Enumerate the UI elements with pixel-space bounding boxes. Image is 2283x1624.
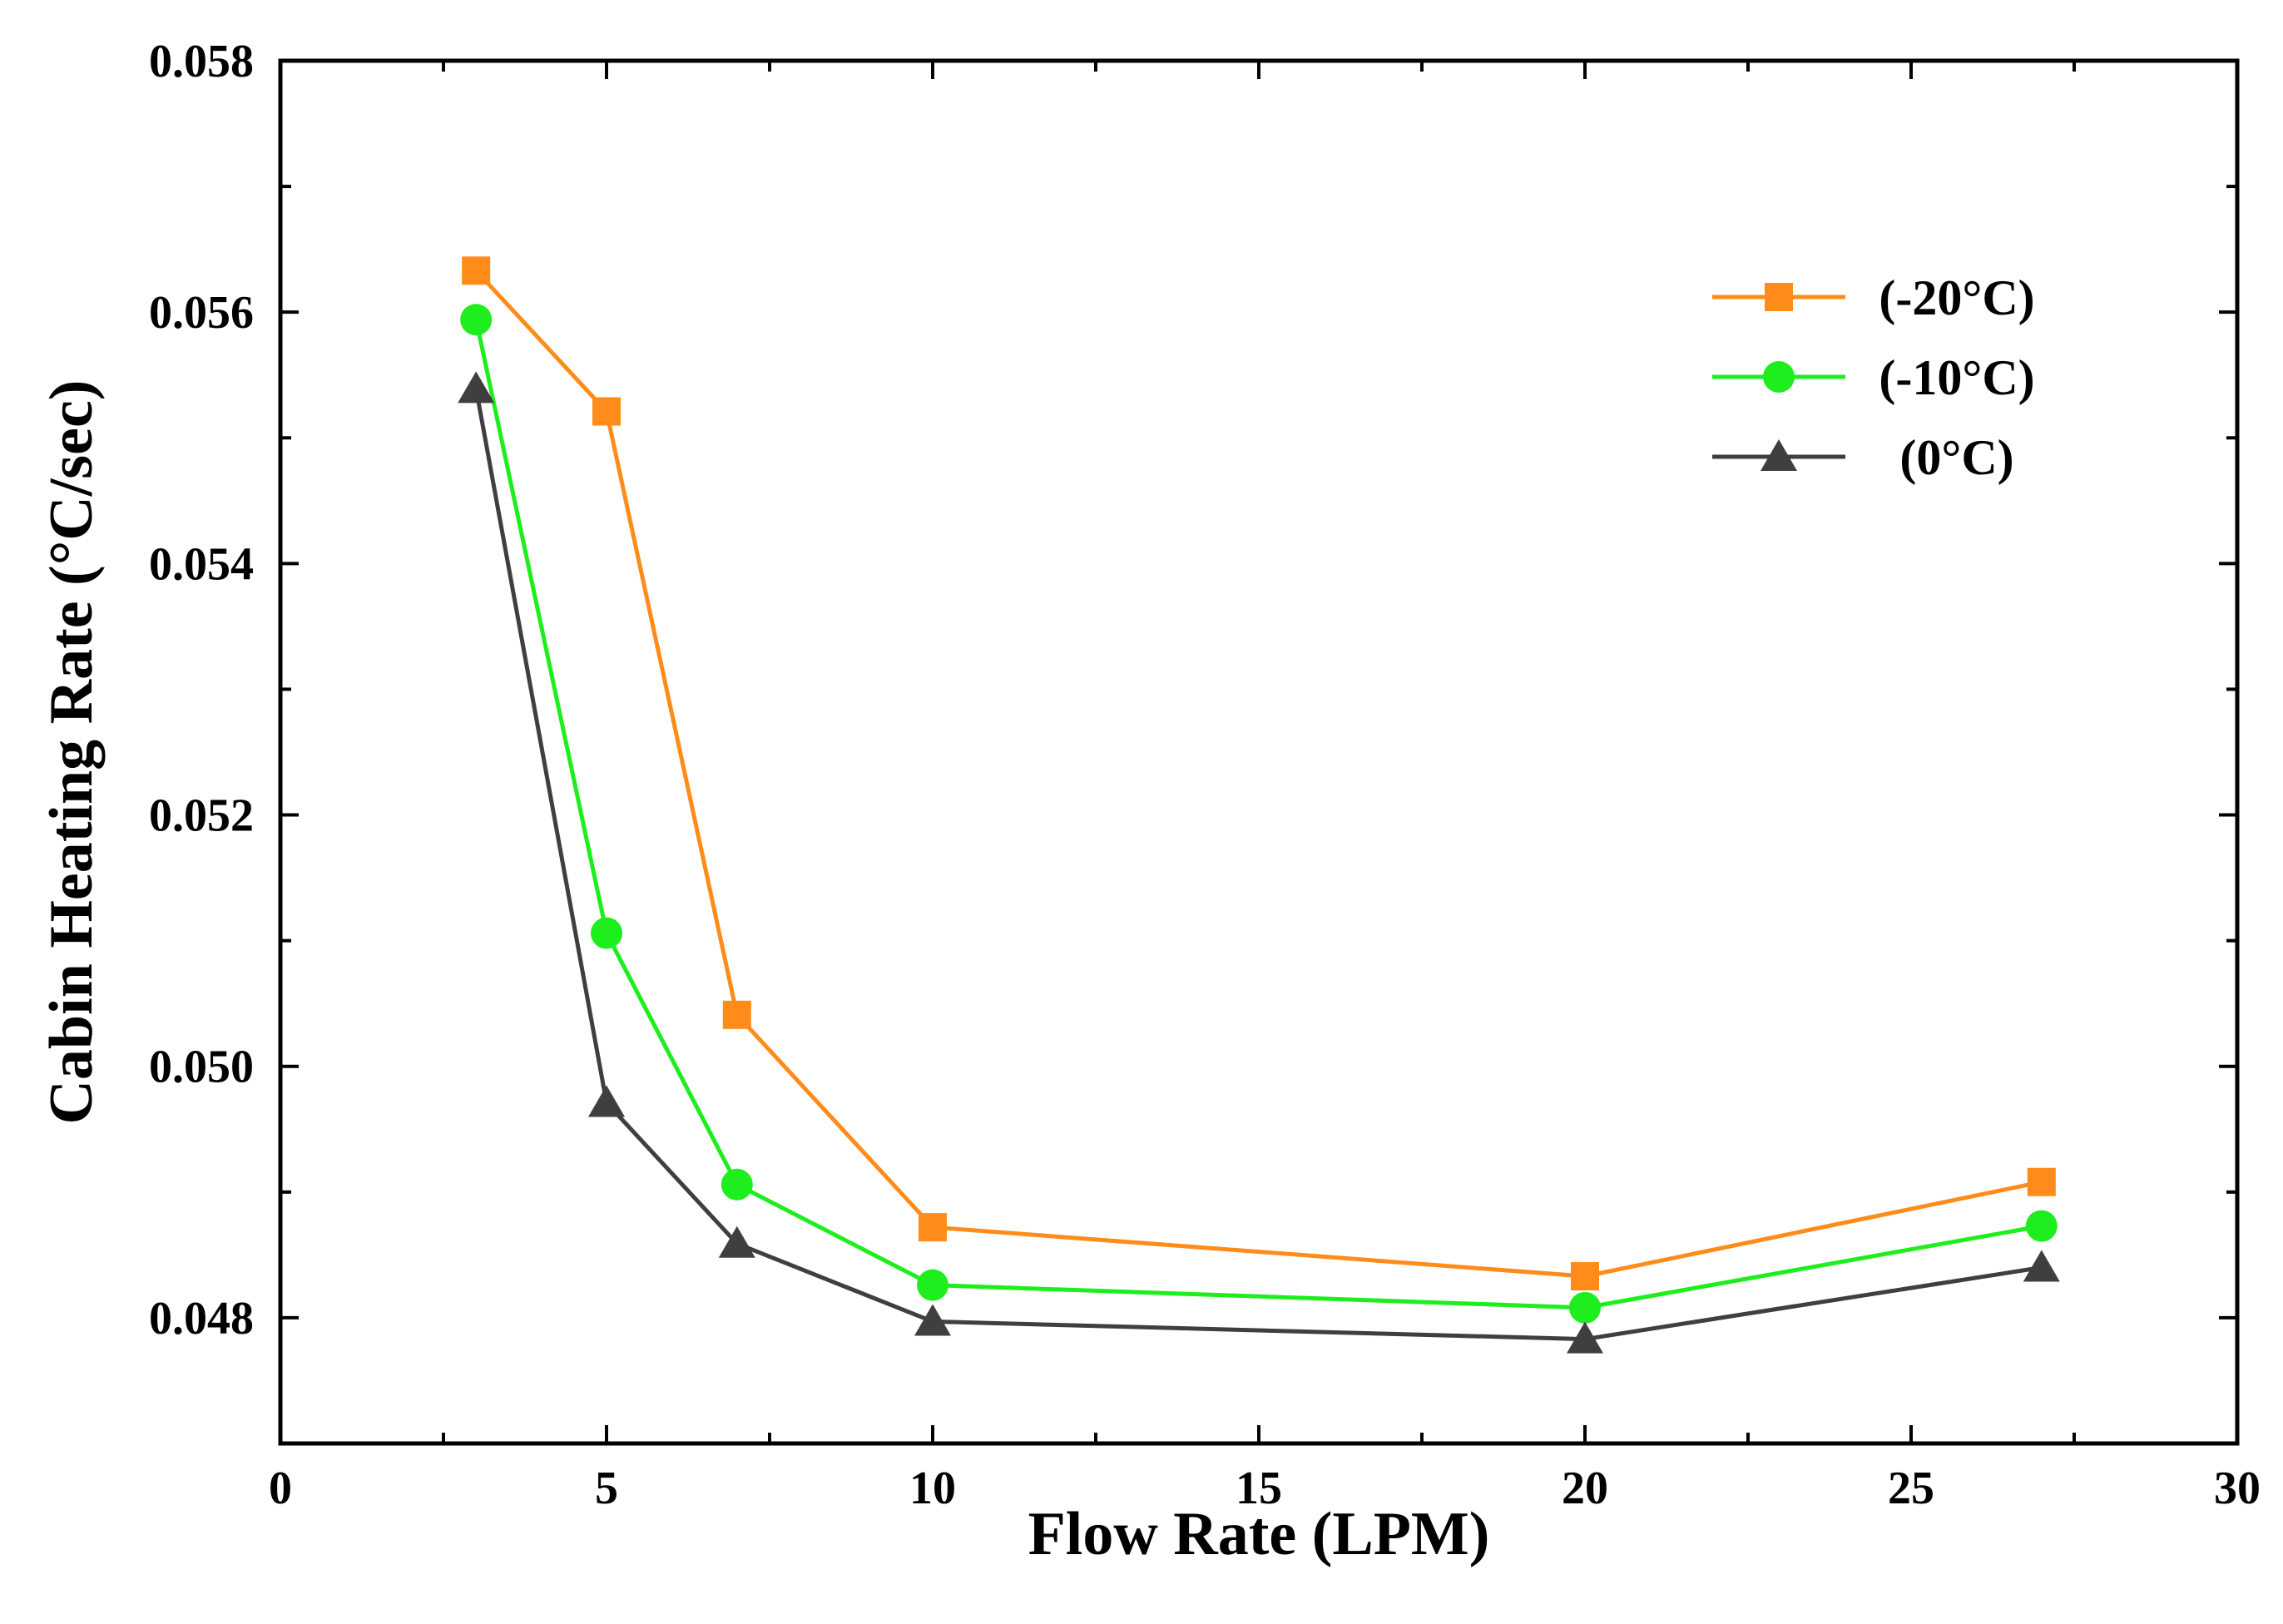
y-tick-label: 0.052: [149, 790, 254, 842]
data-point: [718, 1225, 755, 1258]
data-point: [2023, 1250, 2060, 1282]
y-tick-label: 0.048: [149, 1293, 254, 1344]
data-point: [721, 1168, 753, 1201]
legend-marker: [1763, 361, 1795, 393]
series-2: [460, 304, 2058, 1324]
series-line: [473, 388, 2043, 1342]
data-point: [592, 397, 621, 426]
series-line: [474, 269, 2043, 1279]
series-line: [473, 319, 2043, 1310]
data-point: [591, 917, 622, 949]
data-point: [1571, 1262, 1599, 1291]
x-tick-label: 20: [1562, 1463, 1608, 1514]
data-point: [460, 304, 493, 336]
y-tick-label: 0.054: [149, 538, 254, 590]
data-point: [919, 1213, 947, 1242]
x-tick-label: 5: [595, 1463, 618, 1514]
y-tick-label: 0.058: [149, 36, 254, 87]
y-axis-title: Cabin Heating Rate (°C/sec): [37, 380, 106, 1125]
data-point: [914, 1304, 951, 1336]
data-point: [722, 1000, 751, 1029]
data-point: [588, 1085, 625, 1117]
x-axis-title: Flow Rate (LPM): [1028, 1500, 1490, 1568]
legend-entry: (0°C): [1712, 430, 2014, 485]
x-tick-label: 25: [1888, 1463, 1934, 1514]
legend-marker: [1765, 283, 1793, 311]
data-point: [1567, 1321, 1603, 1354]
x-tick-label: 10: [909, 1463, 956, 1514]
data-point: [462, 256, 491, 285]
x-tick-label: 30: [2214, 1463, 2261, 1514]
legend: (-20°C) (-10°C) (0°C): [1712, 270, 2035, 485]
series-1: [462, 256, 2056, 1291]
legend-label: (0°C): [1899, 430, 2013, 485]
series-3: [458, 371, 2060, 1354]
data-point: [2027, 1167, 2056, 1196]
legend-marker: [1761, 439, 1797, 471]
legend-label: (-20°C): [1879, 270, 2034, 325]
x-tick-label: 15: [1236, 1463, 1282, 1514]
data-point: [1569, 1291, 1601, 1324]
data-point: [2025, 1210, 2058, 1242]
y-tick-label: 0.050: [149, 1042, 254, 1093]
data-point: [458, 371, 495, 404]
x-tick-label: 0: [269, 1463, 292, 1514]
y-tick-label: 0.056: [149, 287, 254, 339]
legend-label: (-10°C): [1879, 350, 2034, 405]
legend-entry: (-20°C): [1712, 270, 2035, 325]
data-point: [917, 1269, 948, 1301]
legend-entry: (-10°C): [1712, 350, 2035, 405]
plot-area-frame: [278, 58, 2240, 1446]
